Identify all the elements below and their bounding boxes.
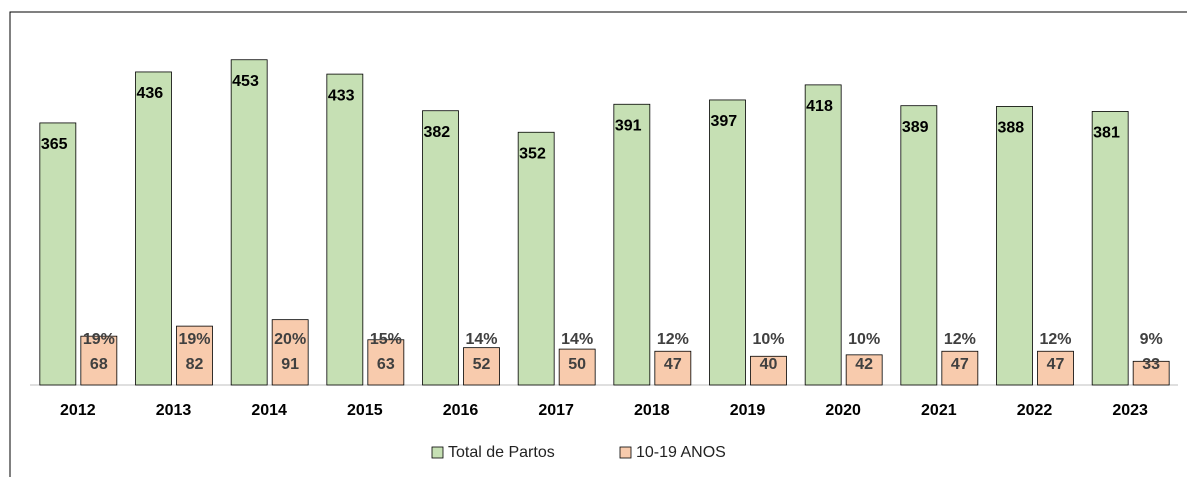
- x-tick-label: 2018: [634, 402, 670, 419]
- percent-label: 14%: [465, 331, 497, 348]
- data-label: 391: [615, 117, 642, 134]
- bar: [517, 131, 555, 386]
- bar: [463, 347, 500, 386]
- x-tick-label: 2019: [730, 402, 766, 419]
- frame: [9, 11, 1187, 477]
- legend-label: 10-19 ANOS: [636, 444, 726, 461]
- data-label: 33: [1142, 356, 1160, 373]
- data-label: 91: [281, 356, 299, 373]
- data-label: 50: [568, 356, 586, 373]
- legend-swatch: [619, 446, 632, 459]
- bar: [845, 354, 883, 386]
- x-tick-label: 2016: [443, 402, 479, 419]
- data-label: 47: [951, 356, 969, 373]
- data-label: 52: [473, 356, 491, 373]
- data-label: 388: [998, 120, 1025, 137]
- bar: [230, 59, 268, 386]
- percent-label: 15%: [370, 331, 402, 348]
- data-label: 389: [902, 119, 929, 136]
- percent-label: 20%: [274, 331, 306, 348]
- data-label: 453: [232, 73, 259, 90]
- percent-label: 12%: [1039, 331, 1071, 348]
- data-label: 68: [90, 356, 108, 373]
- bar: [709, 99, 746, 386]
- data-label: 352: [519, 145, 546, 162]
- bar: [80, 335, 118, 386]
- bar: [135, 71, 172, 386]
- bar: [1091, 111, 1129, 386]
- data-label: 42: [855, 356, 873, 373]
- bar: [176, 325, 213, 386]
- bar: [900, 105, 938, 386]
- data-label: 365: [41, 136, 68, 153]
- x-tick-label: 2012: [60, 402, 96, 419]
- bar: [367, 339, 405, 386]
- bar: [39, 122, 77, 386]
- bar: [326, 73, 364, 386]
- x-tick-label: 2023: [1112, 402, 1148, 419]
- data-label: 47: [1047, 356, 1065, 373]
- percent-label: 12%: [944, 331, 976, 348]
- percent-label: 19%: [83, 331, 115, 348]
- data-label: 47: [664, 356, 682, 373]
- data-label: 418: [806, 98, 833, 115]
- percent-label: 10%: [848, 331, 880, 348]
- bar: [1037, 350, 1074, 386]
- x-tick-label: 2017: [538, 402, 574, 419]
- data-label: 82: [186, 356, 204, 373]
- x-tick-label: 2020: [825, 402, 861, 419]
- x-tick-label: 2022: [1017, 402, 1053, 419]
- data-label: 382: [424, 124, 451, 141]
- percent-label: 19%: [178, 331, 210, 348]
- bar: [750, 355, 787, 386]
- x-tick-label: 2021: [921, 402, 957, 419]
- bar: [422, 110, 459, 386]
- bar: [613, 103, 651, 386]
- data-label: 436: [137, 85, 164, 102]
- bar: [941, 350, 979, 386]
- legend-label: Total de Partos: [448, 444, 555, 461]
- bar: [558, 348, 596, 386]
- data-label: 40: [760, 356, 778, 373]
- data-label: 381: [1093, 125, 1120, 142]
- percent-label: 10%: [752, 331, 784, 348]
- bar: [804, 84, 842, 386]
- x-tick-label: 2013: [156, 402, 192, 419]
- legend-swatch: [431, 446, 444, 459]
- percent-label: 14%: [561, 331, 593, 348]
- bar: [654, 350, 692, 386]
- bar: [1132, 360, 1170, 386]
- x-tick-label: 2015: [347, 402, 383, 419]
- x-tick-label: 2014: [251, 402, 287, 419]
- data-label: 63: [377, 356, 395, 373]
- data-label: 397: [711, 113, 738, 130]
- percent-label: 12%: [657, 331, 689, 348]
- percent-label: 9%: [1140, 331, 1163, 348]
- bar: [271, 319, 309, 386]
- data-label: 433: [328, 87, 355, 104]
- bar: [996, 106, 1033, 386]
